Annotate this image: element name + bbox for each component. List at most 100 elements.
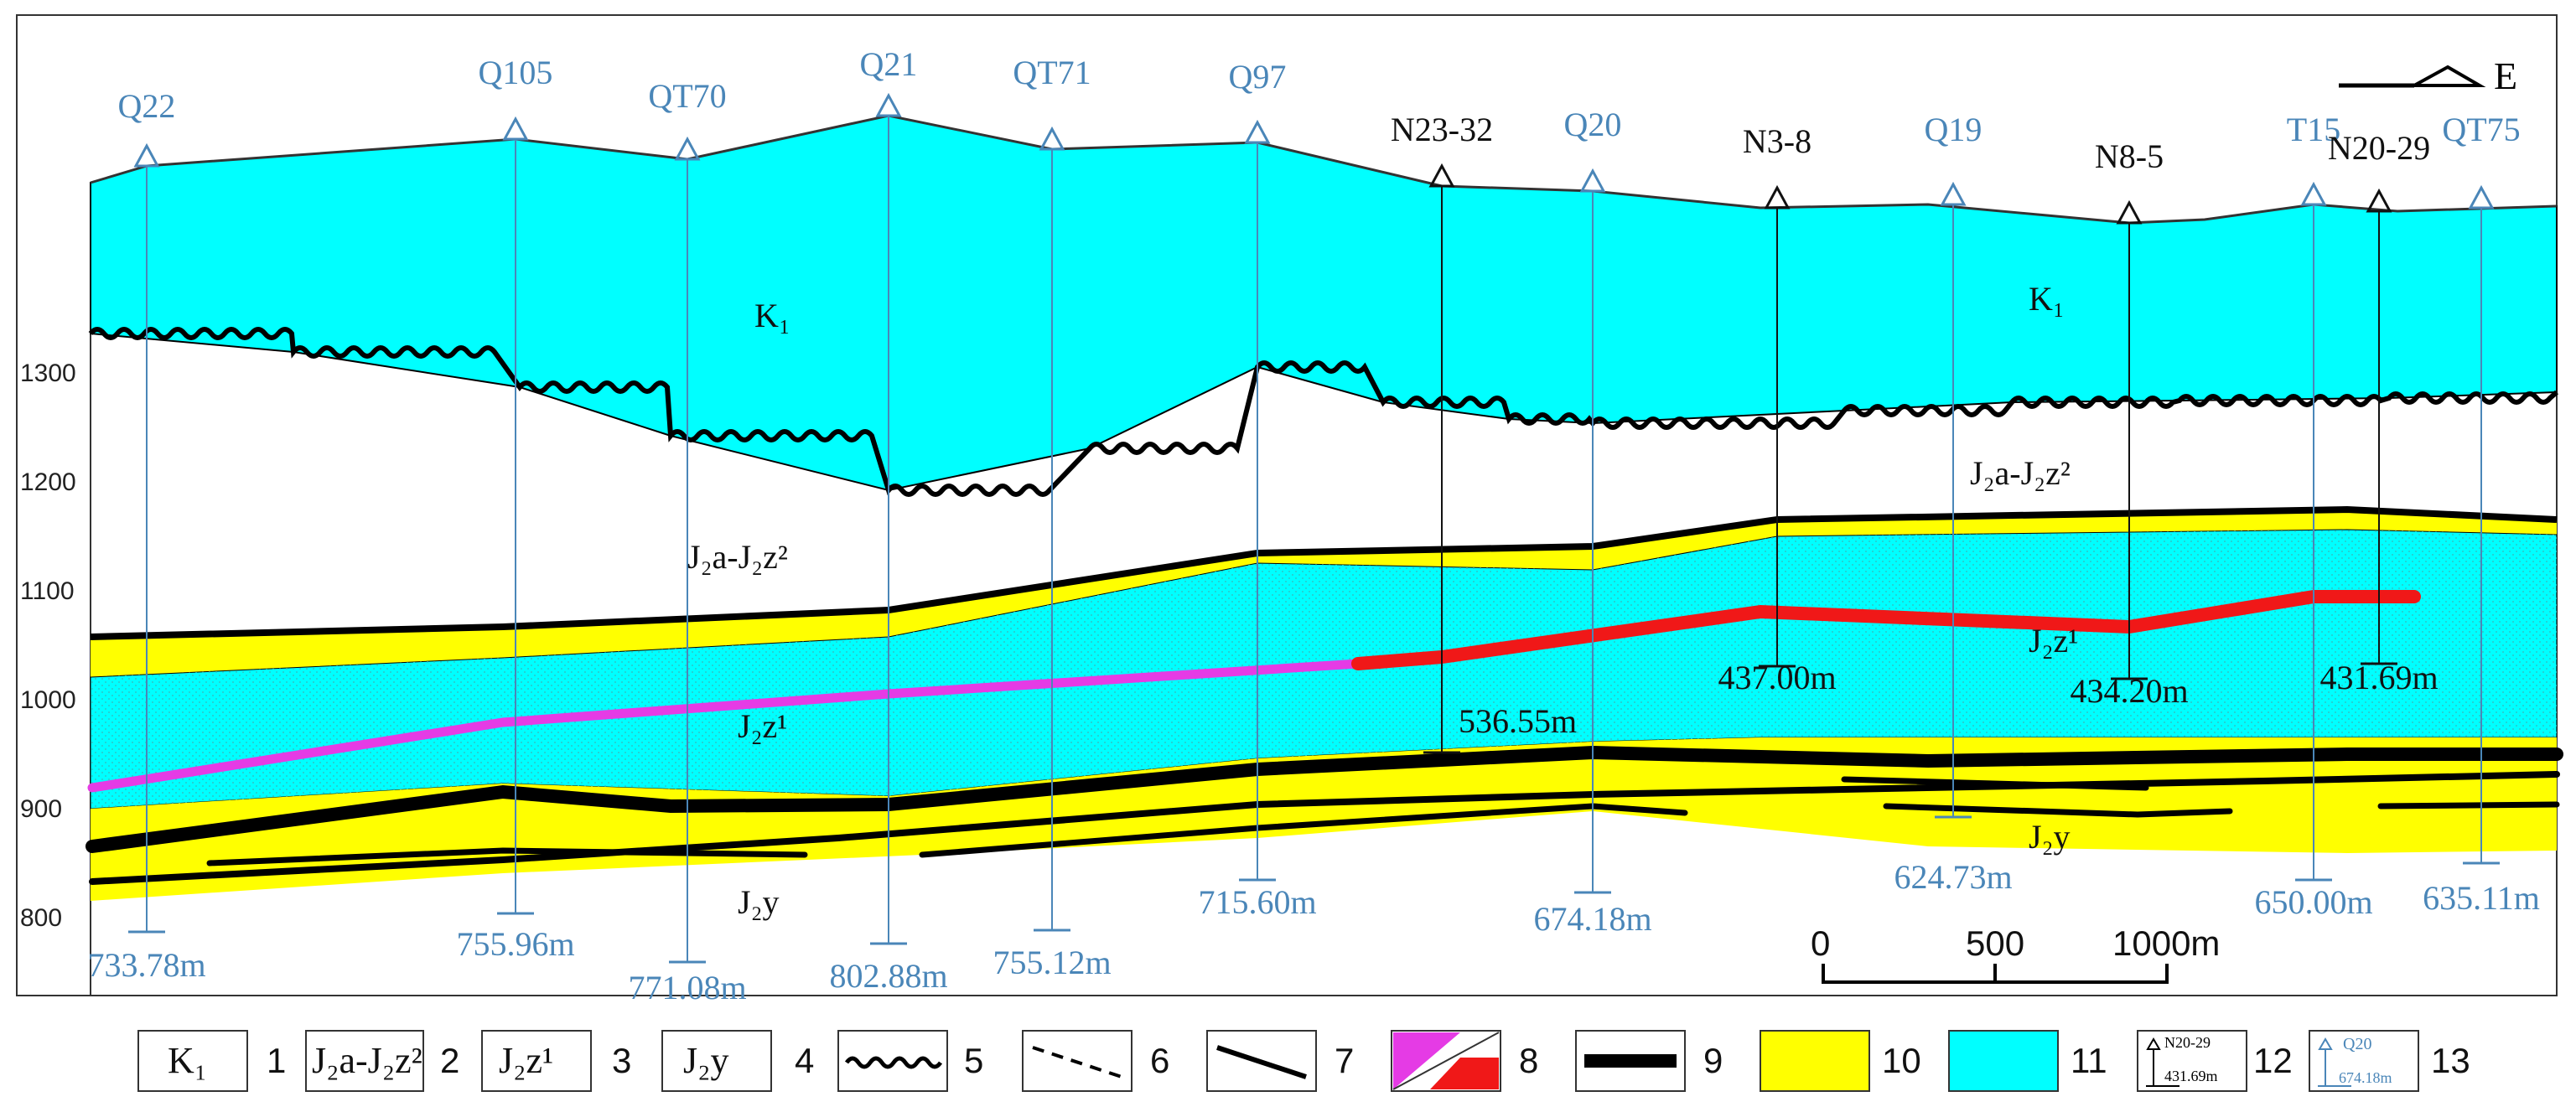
hydro-well-triangle-icon xyxy=(674,136,701,161)
legend-num-13: 13 xyxy=(2431,1041,2470,1080)
legend-num-9: 9 xyxy=(1703,1041,1723,1080)
coal-seam-3 xyxy=(206,847,808,866)
j2y-layer xyxy=(91,737,2557,901)
unit-label-j2y-left: J₂y xyxy=(738,883,780,921)
well-n23-32: N23-32 536.55m xyxy=(1391,111,1577,754)
well-name-label: N23-32 xyxy=(1391,111,1493,148)
legend-num-10: 10 xyxy=(1882,1041,1921,1080)
well-t15: T15 650.00m xyxy=(2254,111,2372,921)
ore-body-red xyxy=(1351,590,2421,670)
legend-num-12: 12 xyxy=(2253,1041,2293,1080)
legend-inferred-boundary-symbol xyxy=(1032,1046,1122,1079)
well-n3-8: N3-8 437.00m xyxy=(1718,122,1836,696)
well-q20: Q20 674.18m xyxy=(1533,106,1651,938)
well-name-label: QT71 xyxy=(1013,54,1091,91)
well-q97: Q97 715.60m xyxy=(1198,58,1316,921)
legend-num-3: 3 xyxy=(612,1041,631,1080)
legend-num-8: 8 xyxy=(1519,1041,1538,1080)
legend-ore-red-symbol xyxy=(1430,1058,1499,1089)
well-name-label: Q20 xyxy=(1564,106,1622,143)
legend-drill-well-depth: 431.69m xyxy=(2164,1068,2218,1084)
legend-label-j2y: J₂y xyxy=(683,1040,728,1081)
elevation-tick-1100: 1100 xyxy=(20,577,75,605)
legend-boundary-symbol xyxy=(1216,1045,1307,1079)
well-depth-label: 715.60m xyxy=(1198,883,1316,921)
unit-label-j2a-left: J₂a-J₂z² xyxy=(687,538,788,576)
legend-num-1: 1 xyxy=(267,1041,286,1080)
well-depth-label: 650.00m xyxy=(2254,883,2372,921)
elevation-tick-900: 900 xyxy=(20,795,62,823)
orientation-label: E xyxy=(2494,54,2517,97)
hydro-well-triangle-icon xyxy=(1244,119,1271,144)
legend-cyan-symbol xyxy=(1948,1030,2059,1092)
coal-seam-4 xyxy=(919,803,1688,858)
hydro-well-triangle-icon xyxy=(1579,168,1606,193)
legend-coal-symbol xyxy=(1584,1054,1677,1068)
hydro-well-triangle-icon xyxy=(1940,181,1967,206)
unit-label-k1-left: K₁ xyxy=(754,297,790,334)
well-name-label: QT70 xyxy=(648,77,726,115)
well-name-label: N3-8 xyxy=(1743,122,1811,160)
well-name-label: N20-29 xyxy=(2328,129,2430,167)
scale-label-1000m: 1000m xyxy=(2112,923,2220,963)
legend-num-6: 6 xyxy=(1150,1041,1169,1080)
hydro-well-triangle-icon xyxy=(133,142,160,168)
j2a-j2z2-yellow-band xyxy=(91,510,2557,677)
elevation-tick-1300: 1300 xyxy=(20,360,76,387)
elevation-tick-1200: 1200 xyxy=(20,468,76,496)
orientation-indicator: E xyxy=(2339,54,2517,97)
well-depth-label: 674.18m xyxy=(1533,900,1651,938)
well-q105: Q105 755.96m xyxy=(456,54,574,963)
unit-label-j2a-right: J₂a-J₂z² xyxy=(1970,454,2071,492)
well-name-label: T15 xyxy=(2287,111,2340,148)
legend-num-7: 7 xyxy=(1335,1041,1354,1080)
coal-seam-7 xyxy=(1841,776,2149,791)
coal-seam-6 xyxy=(2377,801,2560,810)
well-name-label: Q19 xyxy=(1925,111,1983,148)
well-n20-29: N20-29 431.69m xyxy=(2319,129,2438,696)
legend-drill-well-name: N20-29 xyxy=(2164,1034,2211,1051)
hydro-well-triangle-icon xyxy=(2468,184,2495,210)
hydro-well-triangle-icon xyxy=(2300,181,2327,206)
unit-label-j2z1-right: J₂z¹ xyxy=(2029,622,2078,660)
legend-yellow-symbol xyxy=(1760,1030,1870,1092)
well-name-label: Q97 xyxy=(1229,58,1287,96)
topography-line xyxy=(90,114,2558,225)
ore-body-magenta xyxy=(87,659,1363,793)
scale-label-500: 500 xyxy=(1966,923,2024,963)
scale-label-0: 0 xyxy=(1811,923,1830,963)
well-name-label: Q22 xyxy=(118,87,176,125)
scale-bar: 0 500 1000m xyxy=(1811,923,2220,984)
elevation-tick-1000: 1000 xyxy=(20,686,76,714)
well-depth-label: 755.12m xyxy=(993,944,1111,981)
elevation-tick-800: 800 xyxy=(20,904,62,932)
well-depth-label: 733.78m xyxy=(87,946,205,984)
well-qt75: QT75 635.11m xyxy=(2423,111,2540,917)
coal-seam-2 xyxy=(89,771,2560,885)
well-depth-label: 802.88m xyxy=(829,957,947,995)
wells: Q22 733.78m Q105 755.96m QT70 771.08m Q21 802.8… xyxy=(87,45,2539,1006)
well-q19: Q19 624.73m xyxy=(1894,111,2012,896)
legend-hydro-well-depth: 674.18m xyxy=(2339,1069,2392,1086)
well-depth-label: 536.55m xyxy=(1459,702,1577,740)
legend-unconformity-symbol xyxy=(844,1056,943,1069)
well-depth-label: 635.11m xyxy=(2423,879,2540,917)
section-frame xyxy=(16,14,2558,996)
k1-layer xyxy=(90,114,2558,492)
well-name-label: Q21 xyxy=(860,45,918,83)
well-name-label: QT75 xyxy=(2442,111,2520,148)
legend-label-j2z1: J₂z¹ xyxy=(499,1040,553,1081)
legend-num-11: 11 xyxy=(2071,1041,2107,1080)
j2a-j2z2-base-boundary xyxy=(90,505,2558,640)
legend-num-5: 5 xyxy=(964,1041,983,1080)
legend-ore-magenta-symbol xyxy=(1393,1032,1460,1089)
well-q21: Q21 802.88m xyxy=(829,45,947,995)
well-qt71: QT71 755.12m xyxy=(993,54,1111,981)
legend: K₁ 1 J₂a-J₂z² 2 J₂z¹ 3 J₂y 4 5 6 7 8 xyxy=(137,1030,2470,1092)
triangle-icon xyxy=(2413,65,2486,87)
well-q22: Q22 733.78m xyxy=(87,87,205,984)
legend-label-j2a: J₂a-J₂z² xyxy=(312,1040,422,1081)
well-name-label: Q105 xyxy=(479,54,553,91)
well-n8-5: N8-5 434.20m xyxy=(2070,137,2188,710)
